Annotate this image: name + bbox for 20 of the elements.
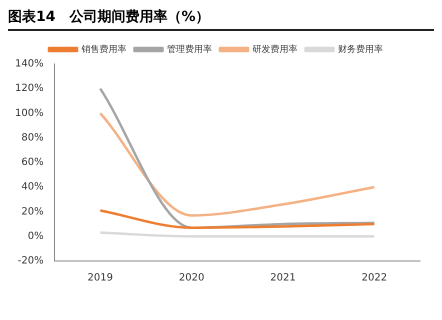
x-tick-label: 2022 xyxy=(362,272,388,284)
legend-label: 管理费用率 xyxy=(167,44,212,55)
line-series xyxy=(99,112,376,217)
y-tick-label: 120% xyxy=(14,83,44,94)
x-tick-label: 2019 xyxy=(88,272,113,284)
legend-label: 财务费用率 xyxy=(338,44,383,55)
y-tick-label: 100% xyxy=(14,108,44,119)
legend-label: 销售费用率 xyxy=(80,44,126,55)
y-tick-label: 20% xyxy=(21,206,44,218)
y-tick-label: 60% xyxy=(21,157,44,168)
legend-label: 研发费用率 xyxy=(252,44,298,55)
y-tick-label: 140% xyxy=(14,58,44,70)
line-series xyxy=(99,209,376,230)
x-tick-label: 2021 xyxy=(270,272,296,284)
y-tick-label: 40% xyxy=(21,182,44,193)
chart-title: 图表14 公司期间费用率（%） xyxy=(8,8,434,31)
y-tick-label: 0% xyxy=(28,230,44,242)
y-tick-label: 80% xyxy=(21,132,44,144)
y-tick-label: -20% xyxy=(18,256,44,267)
x-tick-label: 2020 xyxy=(178,272,204,284)
